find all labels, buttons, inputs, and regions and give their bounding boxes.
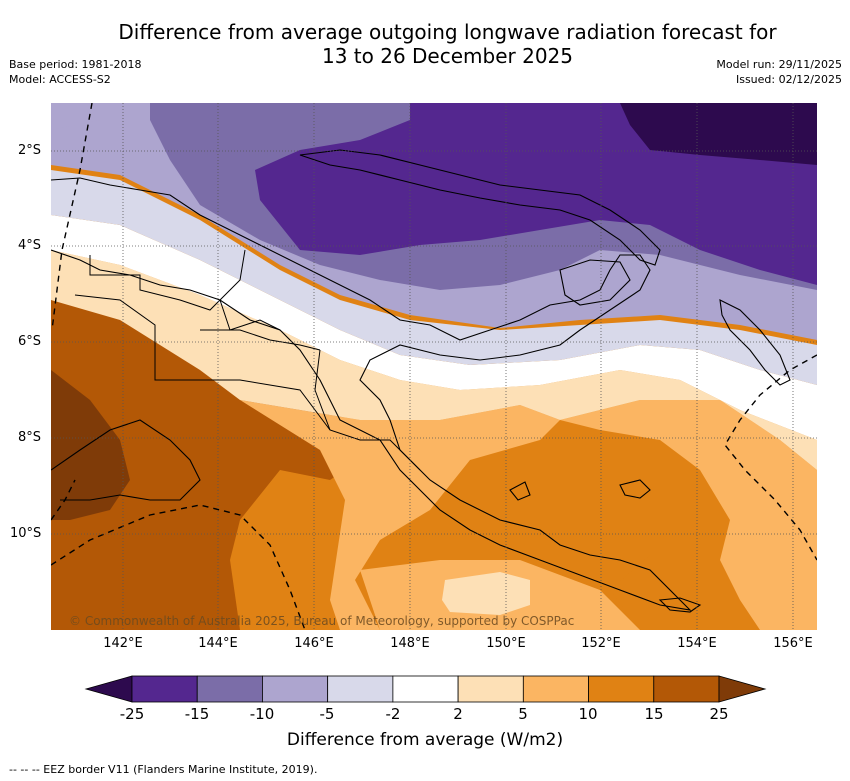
meta-left: Base period: 1981-2018 Model: ACCESS-S2 xyxy=(9,57,141,87)
lon-label-156e: 156°E xyxy=(773,636,813,651)
copyright-notice: © Commonwealth of Australia 2025, Bureau… xyxy=(69,614,575,628)
lon-label-146e: 146°E xyxy=(294,636,334,651)
colorbar-bin xyxy=(327,675,394,703)
lat-label-8s: 8°S xyxy=(18,430,42,445)
colorbar-bin xyxy=(262,675,329,703)
title-line-1: Difference from average outgoing longwav… xyxy=(118,20,777,44)
band-neutral xyxy=(51,215,817,440)
title-line-2: 13 to 26 December 2025 xyxy=(321,44,573,68)
model-name: Model: ACCESS-S2 xyxy=(9,73,111,86)
coastlines xyxy=(51,149,791,613)
cb-label-minus25: -25 xyxy=(119,705,145,723)
colorbar-bin xyxy=(392,675,459,703)
band-15-25 xyxy=(51,270,360,630)
colorbar-bin xyxy=(457,675,524,703)
colorbar-title: Difference from average (W/m2) xyxy=(286,730,564,750)
island-south xyxy=(658,597,702,613)
issued-date: Issued: 02/12/2025 xyxy=(735,73,842,86)
new-guinea-coast xyxy=(51,177,692,611)
base-period: Base period: 1981-2018 xyxy=(9,58,142,71)
cb-label-minus10: -10 xyxy=(249,705,275,723)
band-minus5-10-west xyxy=(51,120,120,150)
lon-label-152e: 152°E xyxy=(581,636,621,651)
lat-label-4s: 4°S xyxy=(18,238,42,253)
island-east xyxy=(619,479,651,499)
meta-right: Model run: 29/11/2025 Issued: 02/12/2025 xyxy=(716,57,842,87)
olr-anomaly-field xyxy=(51,103,817,630)
lat-label-10s: 10°S xyxy=(10,526,42,541)
band-2-5-patch xyxy=(442,572,530,615)
colorbar-bin xyxy=(131,675,198,703)
colorbar-bin xyxy=(588,675,655,703)
cb-label-25: 25 xyxy=(709,705,729,723)
cb-label-minus15: -15 xyxy=(184,705,210,723)
cb-label-minus2: -2 xyxy=(385,705,401,723)
band-5-10-central xyxy=(240,400,560,630)
lon-label-142e: 142°E xyxy=(103,636,143,651)
south-coast xyxy=(51,419,201,501)
band-5-10-east xyxy=(560,400,817,630)
colorbar-under-arrow xyxy=(84,675,133,703)
colorbar-over-arrow xyxy=(718,675,767,703)
lon-label-144e: 144°E xyxy=(198,636,238,651)
colorbar-bins xyxy=(131,675,720,703)
band-2-5 xyxy=(51,250,817,470)
cb-label-2: 2 xyxy=(453,705,463,723)
colorbar-bin xyxy=(196,675,263,703)
cb-label-10: 10 xyxy=(578,705,598,723)
lat-label-2s: 2°S xyxy=(18,143,42,158)
lat-label-6s: 6°S xyxy=(18,334,42,349)
new-britain-coast xyxy=(299,149,661,266)
lon-label-150e: 150°E xyxy=(486,636,526,651)
lon-label-154e: 154°E xyxy=(677,636,717,651)
colorbar-bin xyxy=(653,675,720,703)
bougainville-coast xyxy=(719,299,791,386)
island-north xyxy=(559,259,631,306)
eez-footnote: -- -- -- EEZ border V11 (Flanders Marine… xyxy=(9,763,318,776)
band-under-25 xyxy=(620,103,817,165)
admin-borders xyxy=(74,249,421,471)
lon-label-148e: 148°E xyxy=(390,636,430,651)
model-run: Model run: 29/11/2025 xyxy=(716,58,842,71)
page-title: Difference from average outgoing longwav… xyxy=(80,20,815,68)
eez-borders xyxy=(51,103,817,630)
band-minus2-5 xyxy=(51,170,817,385)
gridlines xyxy=(51,103,817,630)
cb-label-15: 15 xyxy=(644,705,664,723)
band-over-25 xyxy=(51,370,130,520)
cb-label-5: 5 xyxy=(518,705,528,723)
island-small xyxy=(509,481,531,501)
cb-label-minus5: -5 xyxy=(319,705,335,723)
colorbar-bin xyxy=(522,675,589,703)
